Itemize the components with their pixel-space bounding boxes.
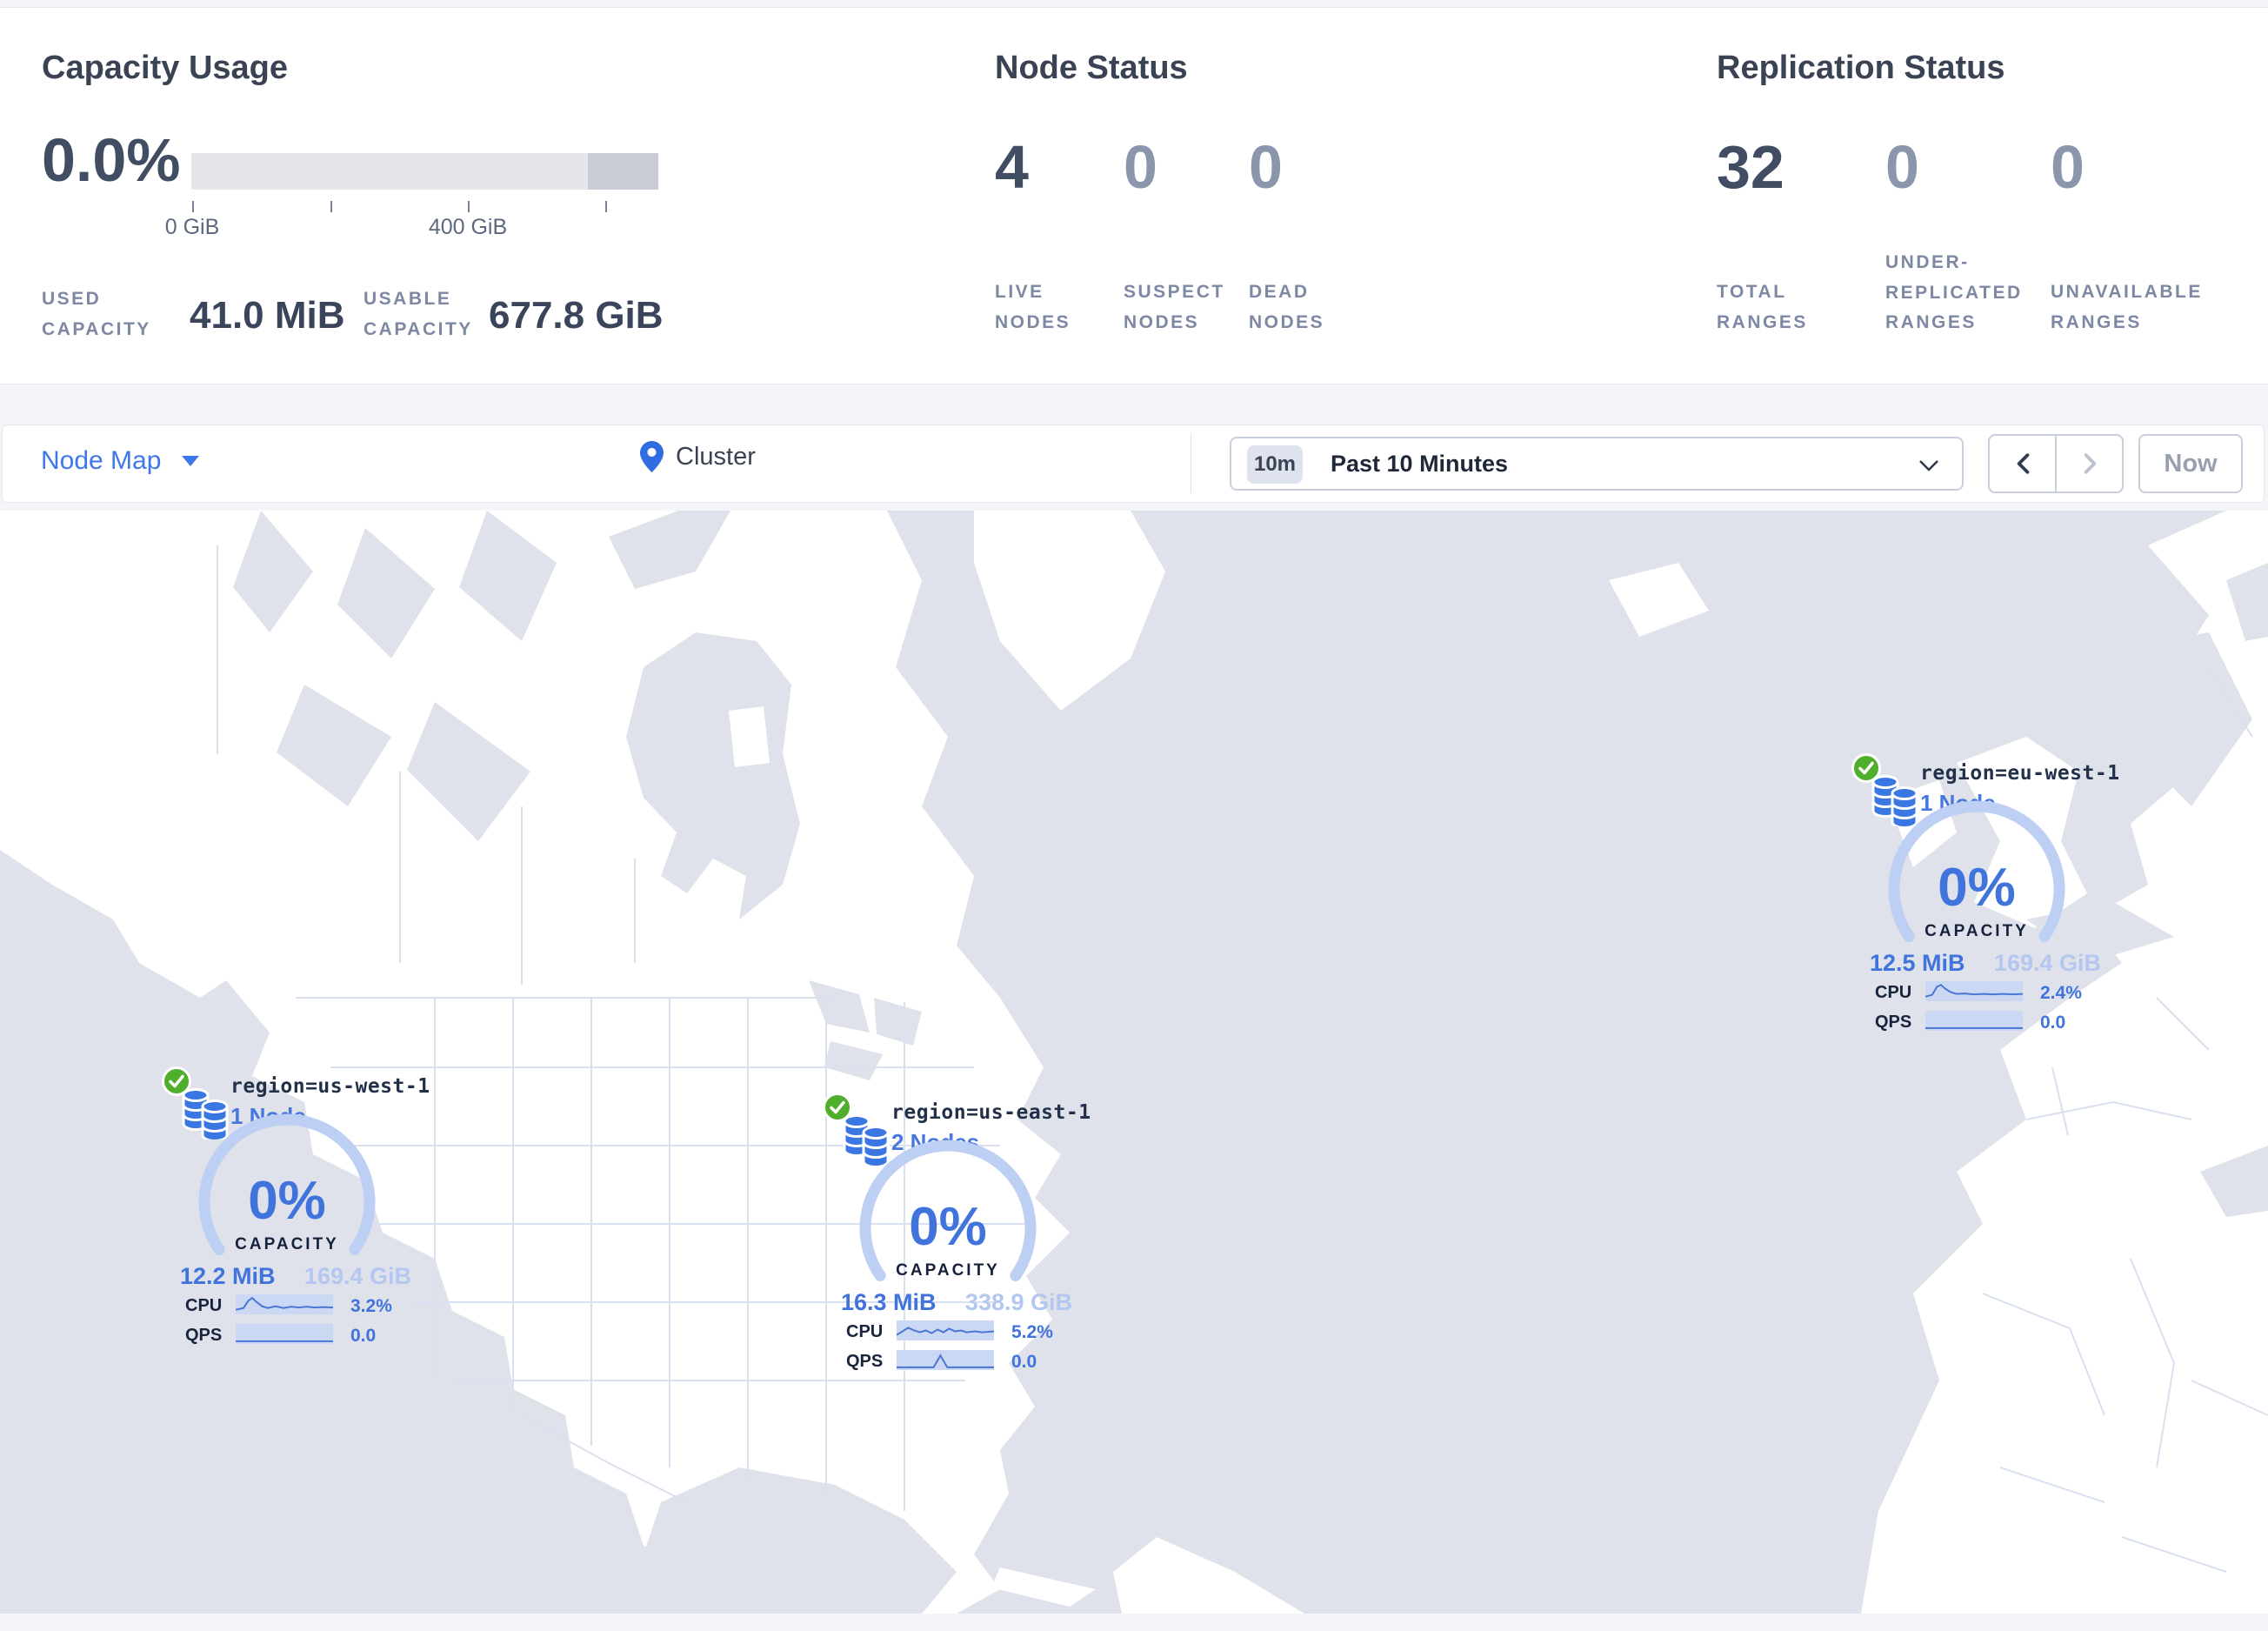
time-pager <box>1988 434 2124 493</box>
capacity-gauge-arc <box>198 1113 376 1255</box>
under-replicated-ranges-count: 0 <box>1885 133 1919 201</box>
node-map[interactable] <box>0 511 2268 1614</box>
summary-panel: Capacity Usage 0.0% 0 GiB 400 GiB USED C… <box>0 7 2268 384</box>
used-capacity: 12.2 MiB <box>180 1263 276 1289</box>
used-capacity-value: 41.0 MiB <box>190 294 345 337</box>
axis-tick <box>192 201 194 212</box>
map-toolbar: Node Map Cluster 10m Past 10 Minutes Now <box>2 424 2265 503</box>
healthy-check-icon <box>1851 753 1881 783</box>
qps-value: 0.0 <box>350 1326 377 1346</box>
database-stack-icon <box>843 1114 890 1166</box>
breadcrumb-label: Cluster <box>676 442 756 471</box>
cpu-label: CPU <box>1875 983 1912 1002</box>
replication-status-title: Replication Status <box>1717 50 2005 86</box>
capacity-gauge-arc <box>859 1140 1037 1281</box>
total-ranges-label: TOTAL RANGES <box>1717 282 1808 332</box>
usable-capacity-label: USABLE CAPACITY <box>364 289 473 339</box>
capacity-caption: CAPACITY <box>235 1235 339 1253</box>
dead-nodes-count: 0 <box>1249 133 1283 201</box>
region-name: region=us-east-1 <box>891 1101 1091 1124</box>
region-marker-eu-west-1[interactable]: region=eu-west-1 1 Node 0% CAPACITY 12.5… <box>1851 750 2119 1050</box>
caret-down-icon <box>182 456 200 466</box>
region-name: region=eu-west-1 <box>1920 762 2120 785</box>
cpu-label: CPU <box>846 1322 884 1341</box>
chevron-right-icon <box>2084 453 2096 474</box>
capacity-percent: 0% <box>909 1197 987 1257</box>
healthy-check-icon <box>162 1066 191 1096</box>
axis-tick <box>330 201 332 212</box>
time-range-dropdown[interactable]: 10m Past 10 Minutes <box>1230 437 1964 491</box>
total-capacity: 169.4 GiB <box>304 1263 411 1289</box>
database-stack-icon <box>182 1088 229 1140</box>
qps-label: QPS <box>185 1326 223 1345</box>
region-marker-us-east-1[interactable]: region=us-east-1 2 Nodes 0% CAPACITY 16.… <box>822 1089 1091 1389</box>
axis-tick-label-0: 0 GiB <box>164 215 220 239</box>
database-stack-icon <box>1871 775 1918 826</box>
suspect-nodes-count: 0 <box>1124 133 1157 201</box>
now-button-label: Now <box>2164 449 2218 478</box>
axis-tick <box>468 201 470 212</box>
qps-sparkline <box>897 1350 994 1370</box>
chevron-down-icon <box>1919 460 1938 471</box>
view-selector-label: Node Map <box>41 446 162 475</box>
used-capacity-label: USED CAPACITY <box>42 289 151 339</box>
qps-sparkline <box>236 1324 333 1344</box>
dead-nodes-label: DEAD NODES <box>1249 282 1325 332</box>
time-forward-button[interactable] <box>2057 436 2122 491</box>
view-selector-node-map[interactable]: Node Map <box>41 446 200 476</box>
location-pin-icon <box>640 441 664 472</box>
chevron-left-icon <box>2017 453 2029 474</box>
unavailable-ranges-label: UNAVAILABLE RANGES <box>2051 282 2203 332</box>
axis-tick <box>605 201 607 212</box>
qps-label: QPS <box>1875 1013 1912 1032</box>
suspect-nodes-label: SUSPECT NODES <box>1124 282 1225 332</box>
qps-value: 0.0 <box>1011 1352 1037 1372</box>
cpu-sparkline <box>236 1294 333 1314</box>
region-marker-us-west-1[interactable]: region=us-west-1 1 Node 0% CAPACITY 12.2… <box>161 1063 430 1363</box>
cpu-value: 3.2% <box>350 1296 392 1316</box>
time-range-badge: 10m <box>1247 445 1303 484</box>
cpu-sparkline <box>897 1320 994 1340</box>
qps-label: QPS <box>846 1352 884 1371</box>
region-name: region=us-west-1 <box>230 1075 430 1098</box>
capacity-gauge-arc <box>1888 800 2065 942</box>
cpu-label: CPU <box>185 1296 223 1315</box>
capacity-caption: CAPACITY <box>1924 922 2029 940</box>
unavailable-ranges-count: 0 <box>2051 133 2085 201</box>
capacity-percent: 0% <box>248 1171 326 1231</box>
capacity-percent: 0% <box>1938 858 2016 918</box>
total-capacity: 169.4 GiB <box>1993 950 2101 976</box>
capacity-caption: CAPACITY <box>896 1261 1000 1280</box>
cpu-value: 2.4% <box>2040 983 2082 1003</box>
now-button[interactable]: Now <box>2138 434 2243 493</box>
qps-value: 0.0 <box>2040 1013 2066 1033</box>
axis-tick-label-400: 400 GiB <box>428 215 508 239</box>
used-capacity: 16.3 MiB <box>841 1289 937 1315</box>
total-capacity: 338.9 GiB <box>964 1289 1072 1315</box>
usable-capacity-value: 677.8 GiB <box>489 294 664 337</box>
cpu-value: 5.2% <box>1011 1322 1053 1342</box>
world-map <box>0 511 2268 1614</box>
capacity-bar-reserved-segment <box>588 153 658 190</box>
capacity-usage-percent: 0.0% <box>42 126 181 194</box>
qps-sparkline <box>1925 1011 2023 1031</box>
capacity-usage-title: Capacity Usage <box>42 50 289 86</box>
healthy-check-icon <box>823 1093 852 1122</box>
time-back-button[interactable] <box>1990 436 2057 491</box>
time-range-label: Past 10 Minutes <box>1331 451 1509 477</box>
cpu-sparkline <box>1925 981 2023 1001</box>
live-nodes-label: LIVE NODES <box>995 282 1071 332</box>
node-status-title: Node Status <box>995 50 1188 86</box>
under-replicated-ranges-label: UNDER-REPLICATED RANGES <box>1885 252 2023 333</box>
capacity-usage-bar <box>191 153 658 190</box>
total-ranges-count: 32 <box>1717 133 1784 201</box>
breadcrumb-cluster[interactable]: Cluster <box>640 441 756 472</box>
used-capacity: 12.5 MiB <box>1870 950 1965 976</box>
live-nodes-count: 4 <box>995 133 1029 201</box>
